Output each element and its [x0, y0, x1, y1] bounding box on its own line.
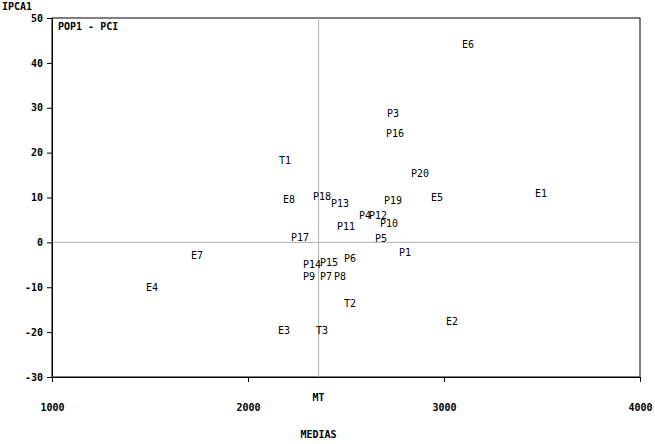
point-label: E8	[283, 194, 295, 205]
tick: 2000	[236, 377, 260, 413]
tick-mark	[47, 18, 52, 19]
point-label: E1	[535, 188, 547, 199]
tick: 10	[31, 192, 52, 203]
plot-frame	[52, 18, 640, 377]
tick: -20	[25, 327, 52, 338]
point-label: P20	[411, 168, 429, 179]
tick-mark	[47, 377, 52, 378]
tick-mark	[444, 377, 445, 382]
tick: 3000	[432, 377, 456, 413]
reference-line	[52, 242, 640, 243]
point-label: E4	[146, 282, 158, 293]
title: POP1 - PCI	[58, 21, 118, 32]
tick-label: 4000	[628, 402, 652, 413]
tick-mark	[47, 63, 52, 64]
tick-mark	[47, 108, 52, 109]
tick-label: 40	[31, 58, 43, 69]
tick-label: 50	[31, 13, 43, 24]
tick-label: 10	[31, 192, 43, 203]
point-label: E3	[278, 325, 290, 336]
point-label: T3	[316, 325, 328, 336]
point-label: P16	[386, 128, 404, 139]
point-label: E7	[191, 250, 203, 261]
reference-label: MT	[313, 392, 325, 403]
y-axis: -30 -20 -10 0 10 20 30 40 50	[25, 13, 53, 383]
axis-line	[53, 378, 641, 383]
tick: -30	[25, 372, 52, 383]
tick-mark	[47, 242, 52, 243]
point-label: P17	[291, 232, 309, 243]
axis-line	[47, 19, 53, 378]
point-label: P10	[380, 218, 398, 229]
tick-label: 0	[37, 237, 43, 248]
point-label: P5	[375, 233, 387, 244]
tick-label: 30	[31, 102, 43, 113]
point-label: P18	[313, 191, 331, 202]
tick: 20	[31, 147, 52, 158]
point-label: P9	[303, 271, 315, 282]
point-label: E5	[431, 192, 443, 203]
tick-label: 2000	[236, 402, 260, 413]
tick-mark	[248, 377, 249, 382]
point-label: P19	[384, 195, 402, 206]
plot: E6P3P16T1P20E1E5E8P18P13P19P4P12P11P10P5…	[25, 13, 653, 413]
point-label: P7	[320, 271, 332, 282]
tick-label: -30	[25, 372, 43, 383]
tick-mark	[640, 377, 641, 382]
tick-mark	[47, 198, 52, 199]
point-label: T1	[279, 155, 291, 166]
marks: E6P3P16T1P20E1E5E8P18P13P19P4P12P11P10P5…	[52, 18, 640, 377]
point-label: P13	[331, 198, 349, 209]
point-label: P15	[320, 257, 338, 268]
point-label: E2	[446, 316, 458, 327]
tick: 1000	[40, 377, 64, 413]
point-label: P14	[303, 259, 321, 270]
point-label: T2	[344, 298, 356, 309]
tick-label: 20	[31, 147, 43, 158]
tick-label: 1000	[40, 402, 64, 413]
tick-mark	[47, 287, 52, 288]
tick-label: -10	[25, 282, 43, 293]
tick-mark	[47, 332, 52, 333]
x-axis-title: MEDIAS	[300, 429, 336, 440]
tick: -10	[25, 282, 52, 293]
point-label: P3	[387, 108, 399, 119]
point-label: P1	[399, 247, 411, 258]
point-label: E6	[462, 39, 474, 50]
tick-mark	[47, 153, 52, 154]
tick: 50	[31, 13, 52, 24]
point-label: P11	[337, 221, 355, 232]
point-label: P8	[334, 271, 346, 282]
point-label: P6	[344, 253, 356, 264]
tick: 30	[31, 102, 52, 113]
tick: 40	[31, 58, 52, 69]
tick-label: -20	[25, 327, 43, 338]
y-axis-title: IPCA1	[2, 1, 32, 12]
tick: 0	[37, 237, 52, 248]
chart: E6P3P16T1P20E1E5E8P18P13P19P4P12P11P10P5…	[0, 0, 655, 444]
x-axis: 1000 2000 3000 4000	[40, 377, 652, 413]
tick: 4000	[628, 377, 652, 413]
tick-label: 3000	[432, 402, 456, 413]
